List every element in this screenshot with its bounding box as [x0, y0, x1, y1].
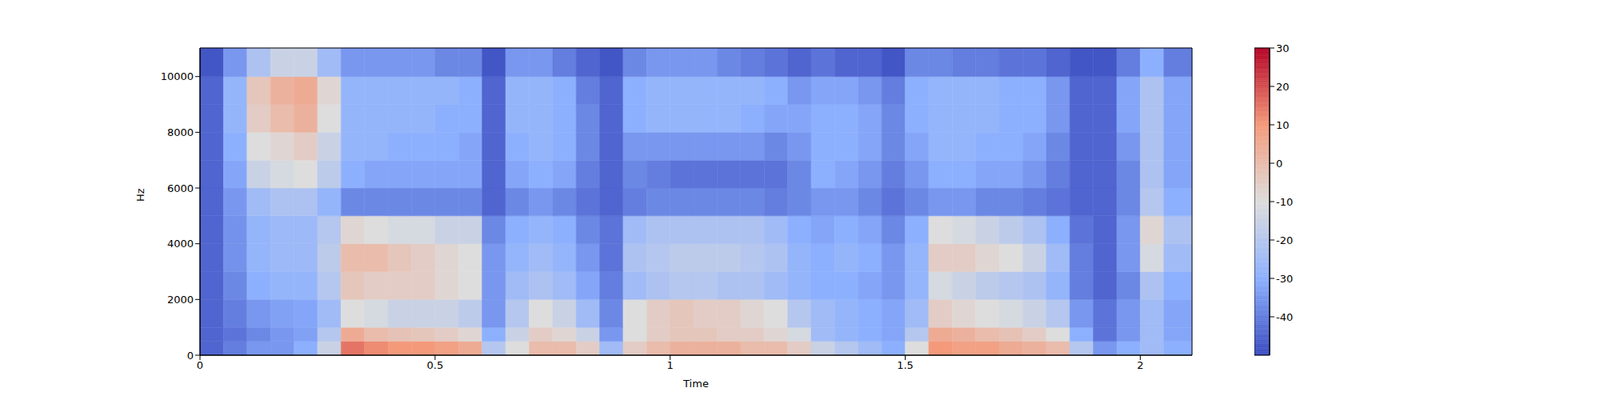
svg-text:1.5: 1.5	[896, 359, 914, 372]
svg-text:20: 20	[1276, 80, 1290, 93]
svg-text:-40: -40	[1276, 311, 1293, 324]
svg-text:8000: 8000	[167, 126, 194, 139]
svg-text:2000: 2000	[167, 293, 194, 306]
svg-text:2: 2	[1136, 359, 1144, 372]
svg-text:30: 30	[1276, 42, 1290, 55]
svg-text:0: 0	[1276, 157, 1283, 170]
svg-text:Hz: Hz	[134, 188, 147, 202]
svg-text:10: 10	[1276, 119, 1290, 132]
svg-text:10000: 10000	[160, 70, 194, 83]
svg-text:0: 0	[196, 359, 204, 372]
svg-text:0: 0	[187, 349, 194, 362]
svg-text:1: 1	[667, 359, 674, 372]
svg-text:6000: 6000	[167, 182, 194, 195]
svg-text:-30: -30	[1276, 272, 1293, 285]
svg-text:4000: 4000	[167, 237, 194, 250]
svg-text:-20: -20	[1276, 234, 1293, 247]
svg-text:-10: -10	[1276, 196, 1293, 208]
svg-text:Time: Time	[682, 377, 709, 390]
svg-text:0.5: 0.5	[426, 359, 444, 372]
